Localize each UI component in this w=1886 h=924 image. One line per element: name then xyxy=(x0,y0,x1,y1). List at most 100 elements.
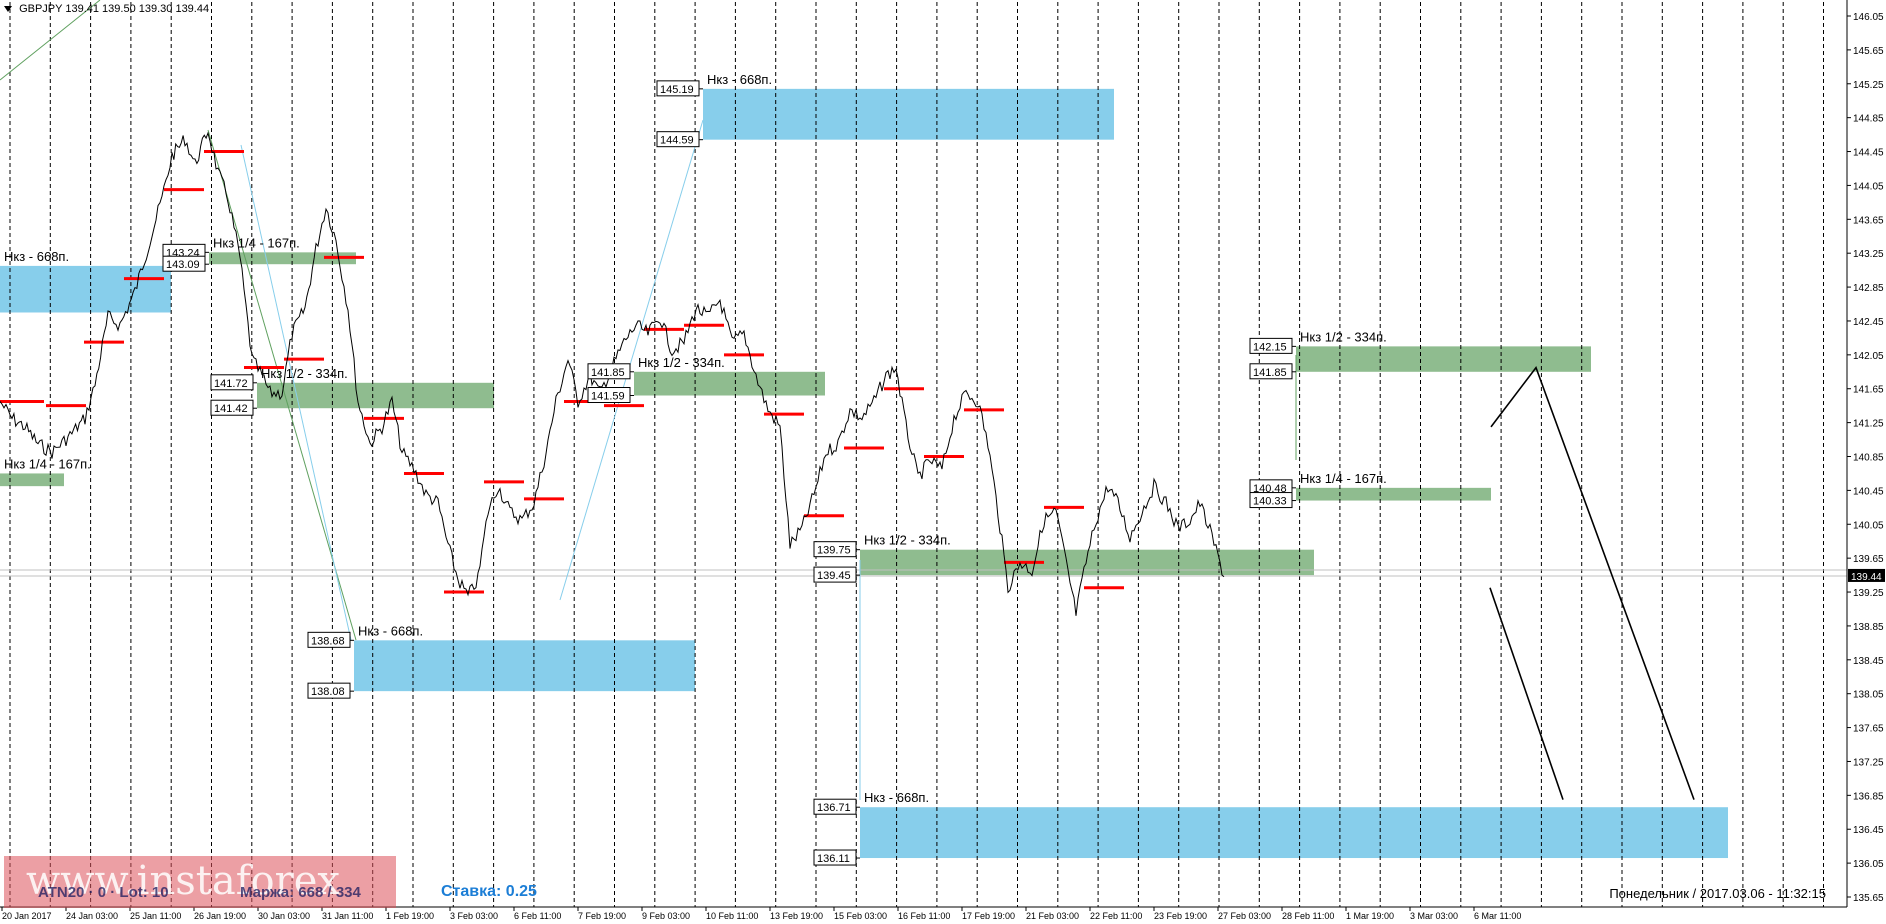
time-tick-label: 3 Feb 03:00 xyxy=(450,911,498,921)
zone-green-10 xyxy=(1296,487,1491,501)
price-tag: 140.33 xyxy=(1253,496,1287,508)
time-tick-label: 25 Jan 11:00 xyxy=(130,911,181,921)
zones-layer xyxy=(0,88,1728,859)
price-tick-label: 142.45 xyxy=(1853,317,1884,328)
zone-green-1 xyxy=(0,473,64,487)
zone-label: Нкз 1/4 - 167п. xyxy=(4,456,91,471)
rate-label: Ставка: 0.25 xyxy=(441,883,537,900)
price-tick-label: 140.45 xyxy=(1853,486,1884,497)
price-tick-label: 138.05 xyxy=(1853,690,1884,701)
price-tick-label: 136.05 xyxy=(1853,859,1884,870)
time-tick-label: 13 Feb 19:00 xyxy=(770,911,823,921)
forecast-line xyxy=(1489,587,1564,800)
ohlc-values: 139.41 139.50 139.30 139.44 xyxy=(65,3,210,15)
zone-label: Нкз 1/2 - 334п. xyxy=(638,355,725,370)
connectors-layer xyxy=(0,0,1297,800)
zone-label: Нкз - 668п. xyxy=(864,790,929,805)
time-tick-label: 7 Feb 19:00 xyxy=(578,911,626,921)
time-tick-label: 30 Jan 03:00 xyxy=(258,911,310,921)
price-tick-label: 144.45 xyxy=(1853,148,1884,159)
time-tick-label: 17 Feb 19:00 xyxy=(962,911,1015,921)
time-tick-label: 26 Jan 19:00 xyxy=(194,911,246,921)
account-info-label: ATN20 · 0 · Lot: 10 xyxy=(38,884,169,901)
zone-blue-4 xyxy=(354,640,695,692)
price-tick-label: 143.25 xyxy=(1853,249,1884,260)
price-tick-label: 135.65 xyxy=(1853,893,1884,904)
price-tick-label: 142.85 xyxy=(1853,283,1884,294)
price-tick-label: 141.25 xyxy=(1853,419,1884,430)
price-tick-label: 146.05 xyxy=(1853,12,1884,23)
time-tick-label: 15 Feb 03:00 xyxy=(834,911,887,921)
time-axis: 20 Jan 2017 24 Jan 03:00 25 Jan 11:00 26 Ja… xyxy=(1,907,1521,921)
price-tick-label: 137.65 xyxy=(1853,724,1884,735)
time-tick-label: 3 Mar 03:00 xyxy=(1410,911,1458,921)
time-tick-label: 23 Feb 19:00 xyxy=(1154,911,1207,921)
price-tag: 139.45 xyxy=(817,570,851,582)
watermark-text: www.instaforex xyxy=(26,858,340,904)
forecast-layer xyxy=(1489,365,1695,800)
time-tick-label: 31 Jan 11:00 xyxy=(322,911,373,921)
time-tick-label: 1 Feb 19:00 xyxy=(386,911,434,921)
price-tag: 143.09 xyxy=(166,259,200,271)
price-tick-label: 138.45 xyxy=(1853,656,1884,667)
time-tick-label: 16 Feb 11:00 xyxy=(898,911,950,921)
price-tick-label: 138.85 xyxy=(1853,622,1884,633)
zone-green-6 xyxy=(634,371,825,396)
price-tick-label: 144.05 xyxy=(1853,181,1884,192)
zone-connector xyxy=(559,119,704,601)
forecast-line xyxy=(1490,365,1695,800)
price-tag: 141.85 xyxy=(591,367,625,379)
price-tag: 145.19 xyxy=(660,84,694,96)
zone-label: Нкз 1/2 - 334п. xyxy=(1300,329,1387,344)
dropdown-arrow-icon[interactable] xyxy=(4,6,12,13)
price-tick-label: 141.65 xyxy=(1853,385,1884,396)
time-tick-label: 10 Feb 11:00 xyxy=(706,911,758,921)
price-tick-label: 136.45 xyxy=(1853,825,1884,836)
zone-label: Нкз 1/4 - 167п. xyxy=(213,235,300,250)
price-tick-label: 142.05 xyxy=(1853,351,1884,362)
time-tick-label: 22 Feb 11:00 xyxy=(1090,911,1142,921)
price-tag: 141.42 xyxy=(214,403,248,415)
price-tick-label: 144.85 xyxy=(1853,114,1884,125)
zone-label: Нкз - 668п. xyxy=(358,623,423,638)
price-series xyxy=(0,131,1225,616)
current-price-box xyxy=(1848,568,1885,582)
zone-blue-8 xyxy=(860,807,1728,859)
price-tag: 141.72 xyxy=(214,378,248,390)
watermark-banner: www.instaforex xyxy=(4,856,396,908)
zone-label: Нкз 1/2 - 334п. xyxy=(864,533,951,548)
labels-layer: Нкз - 668п. Нкз 1/4 - 167п. Нкз 1/4 - 167п… xyxy=(4,72,1387,866)
symbol-name: GBPJPY xyxy=(19,3,63,15)
zone-green-2 xyxy=(209,252,356,265)
zone-label: Нкз - 668п. xyxy=(707,72,772,87)
price-tick-label: 140.85 xyxy=(1853,453,1884,464)
price-tag: 139.75 xyxy=(817,545,851,557)
price-tag: 136.71 xyxy=(817,802,851,814)
price-tick-label: 139.25 xyxy=(1853,588,1884,599)
time-tick-label: 27 Feb 03:00 xyxy=(1218,911,1271,921)
current-price-label: 139.44 xyxy=(1851,572,1882,583)
symbol-bar[interactable]: GBPJPY 139.41 139.50 139.30 139.44 xyxy=(4,3,209,15)
zone-connector xyxy=(240,144,352,641)
time-tick-label: 9 Feb 03:00 xyxy=(642,911,690,921)
grid-layer xyxy=(0,2,1847,907)
footer-date-time: Понедельник / 2017.03.06 - 11:32:15 xyxy=(1609,886,1826,901)
zone-connector xyxy=(0,0,101,81)
zone-label: Нкз 1/2 - 334п. xyxy=(261,366,348,381)
price-tick-label: 140.05 xyxy=(1853,520,1884,531)
price-tick-label: 143.65 xyxy=(1853,215,1884,226)
price-tick-label: 137.25 xyxy=(1853,757,1884,768)
time-tick-label: 1 Mar 19:00 xyxy=(1346,911,1394,921)
price-tick-label: 145.25 xyxy=(1853,80,1884,91)
price-tag: 141.85 xyxy=(1253,367,1287,379)
zone-green-7 xyxy=(860,549,1314,576)
time-tick-label: 21 Feb 03:00 xyxy=(1026,911,1079,921)
time-tick-label: 6 Mar 11:00 xyxy=(1474,911,1521,921)
time-tick-label: 24 Jan 03:00 xyxy=(66,911,118,921)
time-tick-label: 20 Jan 2017 xyxy=(2,911,52,921)
zone-blue-0 xyxy=(0,265,171,313)
price-tag: 138.68 xyxy=(311,635,345,647)
